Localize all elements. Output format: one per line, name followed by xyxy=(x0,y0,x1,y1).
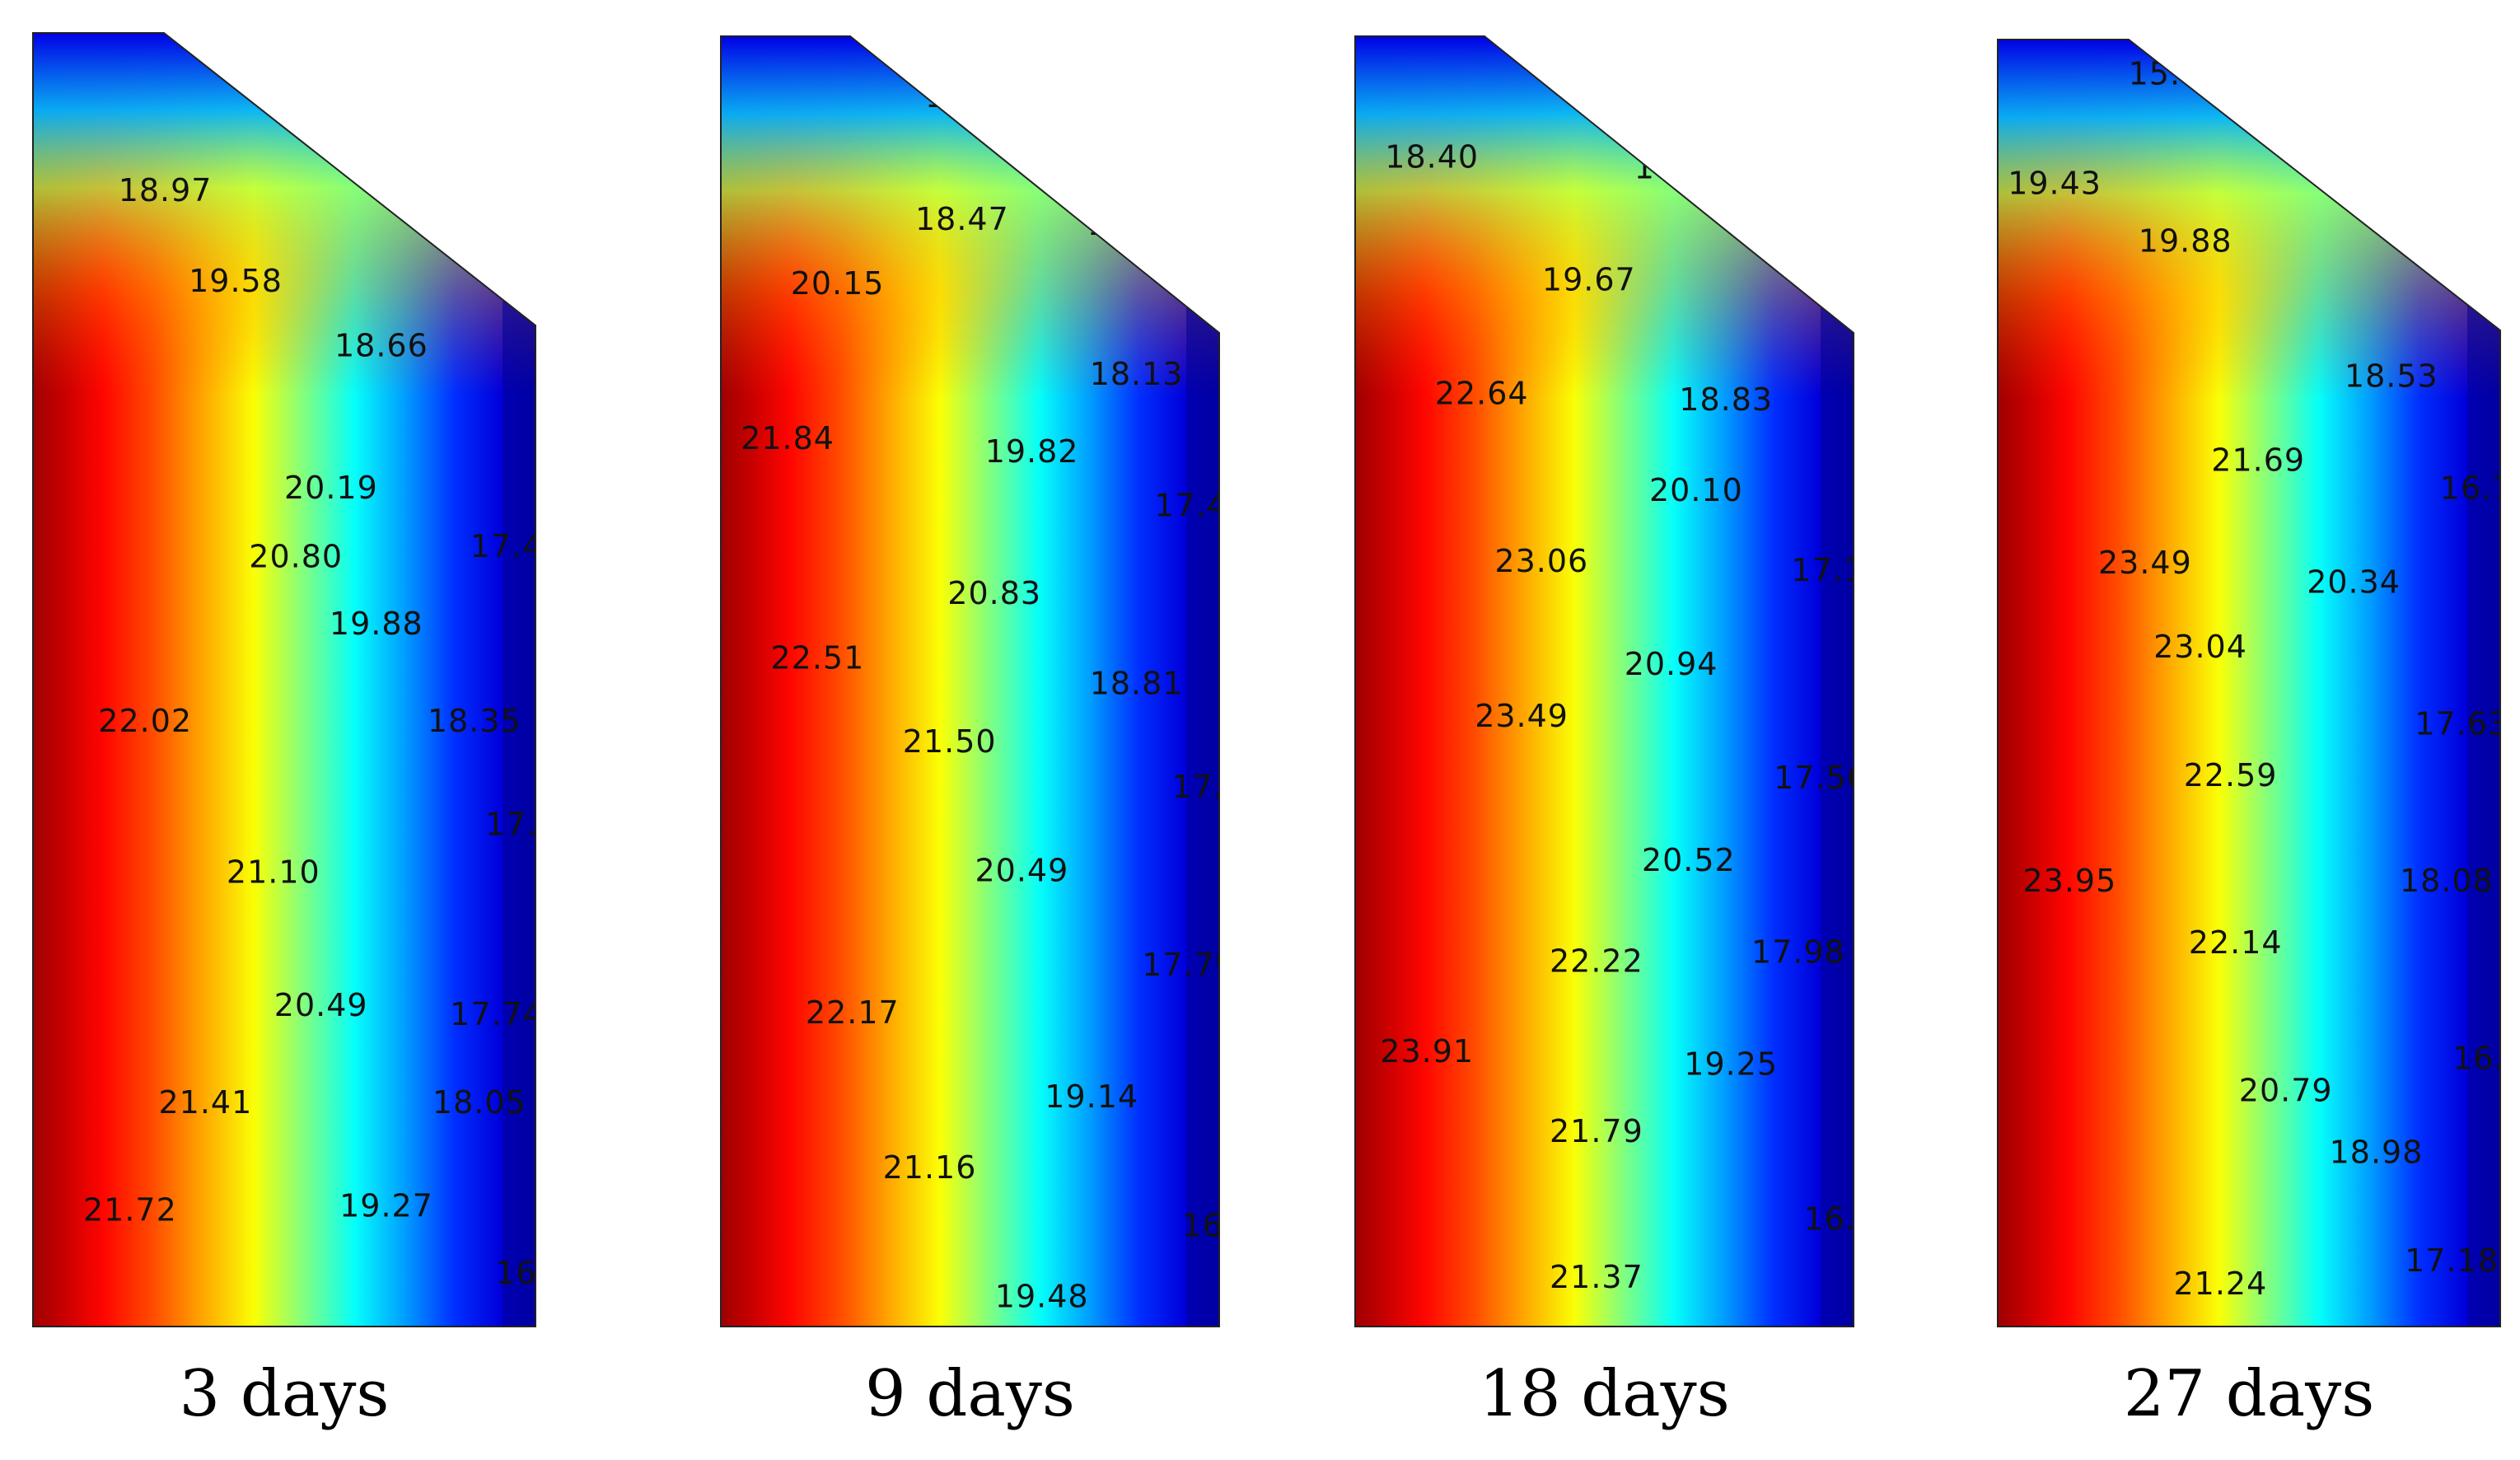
contour-label: 15.86 xyxy=(1756,227,1850,263)
contour-label: 19.14 xyxy=(1045,1079,1138,1115)
contour-label: 23.49 xyxy=(2098,545,2192,581)
contour-label: 16.78 xyxy=(1182,1207,1276,1243)
panel-1: 16.22 16.52 18.97 19.58 18.66 20.19 20.80 17.44… xyxy=(32,32,589,1431)
contour-label: 19.88 xyxy=(2139,223,2232,260)
contour-label: 17.63 xyxy=(2415,706,2508,742)
contour-label: 22.17 xyxy=(806,994,900,1031)
contour-label: 19.48 xyxy=(995,1279,1089,1315)
cool-edge-band xyxy=(1186,36,1219,1327)
contour-label: 19.27 xyxy=(339,1188,433,1224)
domain-outline xyxy=(1354,35,1854,1327)
contour-label: 17.56 xyxy=(1774,760,1868,796)
contour-label: 21.84 xyxy=(741,420,835,456)
contour-label: 17.46 xyxy=(1154,488,1248,524)
contour-label: 21.41 xyxy=(159,1084,253,1121)
contour-label: 21.16 xyxy=(883,1149,977,1186)
contour-label: 16.22 xyxy=(262,75,356,111)
contour-label: 18.08 xyxy=(2400,863,2494,899)
contour-label: 18.35 xyxy=(428,703,521,739)
contour-label: 17.12 xyxy=(1172,769,1266,805)
contour-label: 23.49 xyxy=(1475,698,1569,734)
contour-label: 22.22 xyxy=(1550,943,1643,979)
domain-outline xyxy=(32,32,536,1327)
contour-label: 20.15 xyxy=(791,265,885,302)
contour-label: 19.82 xyxy=(985,433,1079,470)
contour-label: 16.45 xyxy=(1087,206,1181,242)
contour-label: 17.44 xyxy=(470,528,564,564)
panels: 16.22 16.52 18.97 19.58 18.66 20.19 20.80 17.44… xyxy=(32,32,2520,1431)
contour-label: 17.13 xyxy=(485,806,579,842)
contour-label: 18.97 xyxy=(119,172,213,208)
contour-label: 19.43 xyxy=(2008,165,2102,201)
cool-edge-band xyxy=(2467,40,2500,1327)
cool-edge-band xyxy=(503,33,535,1327)
contour-label: 20.79 xyxy=(2239,1073,2333,1109)
contour-label: 20.49 xyxy=(975,853,1069,889)
contour-label: 21.72 xyxy=(83,1191,177,1228)
contour-label: 16.27 xyxy=(2452,1041,2520,1077)
temperature-field-top-gradient xyxy=(33,33,535,1327)
contour-label: 16.11 xyxy=(925,78,1019,115)
contour-label: 16.71 xyxy=(1804,1201,1898,1238)
contour-label: 16.83 xyxy=(495,1255,589,1291)
contour-label: 18.66 xyxy=(334,328,428,364)
contour-label: 17.98 xyxy=(1751,934,1845,970)
contour-label: 18.81 xyxy=(1090,666,1184,702)
contour-label: 21.50 xyxy=(903,723,997,760)
contour-label: 18.40 xyxy=(1385,139,1479,175)
contour-label: 20.52 xyxy=(1642,842,1736,878)
contour-label: 18.53 xyxy=(2345,358,2438,395)
contour-label: 17.13 xyxy=(1791,552,1885,588)
panel-caption: 27 days xyxy=(2124,1357,2375,1431)
contour-label: 19.25 xyxy=(1684,1046,1778,1083)
contour-label: 20.10 xyxy=(1649,472,1743,508)
contour-label: 20.83 xyxy=(947,575,1041,611)
contour-label: 19.58 xyxy=(189,263,283,299)
contour-label: 23.04 xyxy=(2153,629,2247,665)
contour-label: 21.10 xyxy=(227,854,320,891)
contour-label: 18.13 xyxy=(1090,356,1184,392)
contour-label: 15.37 xyxy=(2352,185,2446,221)
contour-label: 22.14 xyxy=(2189,924,2283,961)
contour-label: 22.64 xyxy=(1435,375,1529,411)
contour-label: 17.79 xyxy=(1142,947,1236,983)
contour-label: 20.19 xyxy=(284,470,378,506)
contour-label: 20.34 xyxy=(2307,564,2401,601)
contour-label: 23.06 xyxy=(1494,543,1588,579)
contour-label: 20.49 xyxy=(274,987,368,1023)
contour-label: 22.51 xyxy=(771,639,865,676)
contour-label: 18.98 xyxy=(2330,1135,2424,1171)
contour-label: 22.02 xyxy=(98,703,192,739)
contour-label: 20.80 xyxy=(249,538,343,574)
temperature-field-top-gradient xyxy=(1998,40,2500,1327)
contour-label: 20.94 xyxy=(1625,646,1718,682)
domain-outline xyxy=(720,35,1220,1327)
panel-caption: 3 days xyxy=(180,1357,390,1431)
contour-label: 19.88 xyxy=(330,606,423,642)
contour-label: 17.74 xyxy=(450,996,544,1032)
panel-caption: 18 days xyxy=(1479,1357,1730,1431)
contour-label: 21.79 xyxy=(1550,1113,1643,1149)
contour-label: 19.67 xyxy=(1542,262,1636,298)
contour-label: 17.18 xyxy=(2405,1242,2499,1279)
contour-label: 22.59 xyxy=(2184,757,2278,793)
contour-label: 23.95 xyxy=(2023,863,2117,899)
contour-label: 16.52 xyxy=(339,147,433,183)
panel-4: 15.82 19.43 15.37 19.88 18.53 21.69 16.73 23.49… xyxy=(1997,39,2520,1431)
contour-label: 21.24 xyxy=(2174,1266,2268,1302)
contour-label: 18.05 xyxy=(432,1084,526,1121)
contour-label: 18.83 xyxy=(1679,381,1773,418)
contour-label: 16.73 xyxy=(2440,470,2520,507)
panel-2: 16.11 18.47 16.45 20.15 18.13 21.84 19.82 17.46… xyxy=(720,35,1276,1431)
contour-label: 21.69 xyxy=(2211,442,2305,478)
contour-label: 23.91 xyxy=(1380,1033,1474,1069)
contour-label: 18.47 xyxy=(915,201,1009,237)
panel-caption: 9 days xyxy=(865,1357,1075,1431)
contour-label: 21.37 xyxy=(1550,1259,1643,1295)
contour-label: 15.82 xyxy=(2129,56,2223,92)
cool-edge-band xyxy=(1821,36,1854,1327)
domain-outline xyxy=(1997,39,2501,1327)
